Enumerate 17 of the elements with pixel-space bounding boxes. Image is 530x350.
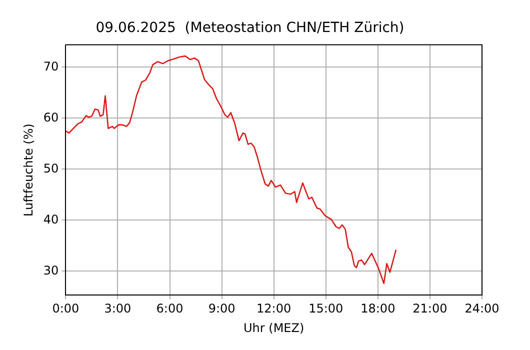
chart-title: 09.06.2025 (Meteostation CHN/ETH Zürich) — [96, 20, 404, 36]
x-tick-label: 18:00 — [360, 302, 396, 316]
x-tick-label: 24:00 — [464, 302, 500, 316]
x-tick-label: 21:00 — [412, 302, 448, 316]
y-tick-label: 50 — [43, 161, 59, 176]
x-tick-label: 12:00 — [256, 302, 292, 316]
x-tick-label: 3:00 — [104, 302, 132, 316]
x-tick-label: 9:00 — [208, 302, 236, 316]
y-tick-label: 40 — [43, 212, 59, 226]
x-tick-label: 15:00 — [308, 302, 344, 316]
y-tick-label: 30 — [43, 263, 59, 278]
x-tick-label: 0:00 — [52, 302, 80, 316]
x-tick-label: 6:00 — [156, 302, 184, 316]
x-axis-title: Uhr (MEZ) — [244, 320, 304, 335]
y-tick-label: 70 — [43, 59, 59, 74]
y-axis-title: Luftfeuchte (%) — [21, 124, 36, 216]
y-tick-label: 60 — [43, 110, 59, 124]
